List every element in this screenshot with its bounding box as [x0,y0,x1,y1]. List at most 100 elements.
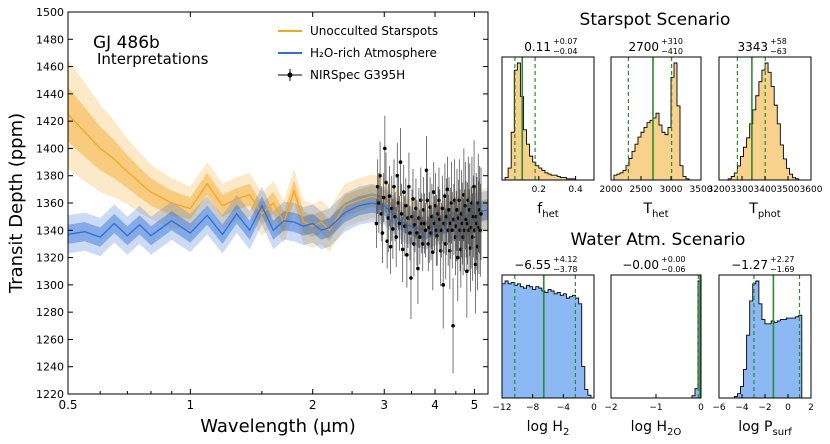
data-point [408,231,412,235]
histogram-bars [719,280,811,399]
data-point [457,198,462,203]
y-tick-label: 1300 [36,279,64,292]
histogram-bars [611,280,702,399]
y-tick-label: 1380 [36,170,64,183]
hist-x-label: log H2O [631,419,682,438]
hist-value-label: −1.27 +2.27−1.69 [731,255,794,274]
value-plus: +310 [661,37,683,46]
hist-x-tick-label: 3500 [690,185,713,195]
data-point [401,190,406,194]
legend-marker [287,72,293,78]
data-point [479,212,483,216]
y-tick-label: 1320 [36,252,64,265]
x-tick-label: 2 [309,398,317,412]
data-point [431,190,436,194]
data-point [445,187,450,192]
data-point [374,221,379,226]
histogram-bars [501,280,594,399]
chart-title: GJ 486b [93,33,160,53]
data-point [423,228,428,233]
hist-x-tick-label: −8 [526,403,540,413]
value-minus: −0.06 [661,265,686,274]
hist-value-label: 0.11 +0.07−0.04 [524,37,577,56]
hist-value-label: 3343 +58−63 [737,37,786,56]
hist-value-label: −6.55 +4.12−3.78 [514,255,577,274]
hist-x-tick-label: −12 [493,403,512,413]
confidence-band-1sigma [68,193,488,247]
data-point [464,217,468,222]
confidence-band-2sigma [68,183,488,257]
data-point [400,247,405,252]
panel-frame [610,56,702,181]
data-point [472,184,476,189]
data-point [383,146,387,151]
legend-label-data: NIRSpec G395H [310,68,405,82]
value-main: −0.00 [622,258,659,272]
x-tick-label: 5 [471,398,479,412]
y-tick-label: 1360 [36,197,64,210]
histogram-panel: −6 −4 −2 0 2 log Psurf −1.27 +2.27−1.69 [712,255,814,438]
hist-x-tick-label: 0 [698,403,704,413]
data-point [399,212,404,216]
value-plus: +58 [770,37,787,46]
y-tick-label: 1260 [36,333,64,346]
hist-x-tick-label: −2 [758,403,771,413]
hist-x-label: Tphot [748,201,781,220]
hist-x-label: log Psurf [738,419,792,438]
hist-x-label: log H2 [527,419,570,438]
hist-x-tick-label: 3000 [660,185,683,195]
hist-x-label: fhet [537,201,559,220]
data-point [407,184,411,189]
value-minus: −0.04 [553,47,578,56]
plot-area [68,59,488,374]
data-point [384,180,388,185]
value-minus: −410 [661,47,683,56]
value-minus: −1.69 [770,265,795,274]
hist-x-tick-label: −6 [712,403,726,413]
data-point [411,197,415,201]
hist-x-tick-label: −2 [604,403,617,413]
hist-x-tick-label: 0 [591,403,597,413]
data-point [478,228,483,233]
hist-x-tick-label: 3500 [777,185,800,195]
data-point [465,269,469,274]
data-point [438,248,443,253]
data-point [470,235,475,239]
data-point [405,253,409,257]
hist-x-tick-label: −4 [557,403,571,413]
value-minus: −3.78 [553,265,578,274]
data-point [420,242,425,246]
value-main: −1.27 [731,258,768,272]
data-point [443,242,448,246]
data-point [392,184,396,189]
value-main: −6.55 [514,258,551,272]
hist-x-tick-label: 3200 [708,185,731,195]
value-plus: +0.07 [553,37,578,46]
data-point [463,203,468,208]
value-main: 3343 [737,40,768,54]
y-tick-label: 1480 [36,33,64,46]
data-point [378,173,382,178]
y-axis-label: Transit Depth (ppm) [6,113,27,294]
y-tick-label: 1280 [36,306,64,319]
hist-value-label: 2700 +310−410 [628,37,683,56]
histogram-bars [502,62,594,181]
data-point [398,160,403,164]
hist-x-label: Thet [642,201,668,220]
y-tick-label: 1340 [36,224,64,237]
y-tick-label: 1420 [36,115,64,128]
hist-x-tick-label: −4 [735,403,749,413]
water-scenario-title: Water Atm. Scenario [571,230,746,250]
data-point [391,227,395,231]
data-point [439,228,444,233]
data-point [394,235,398,239]
data-point [397,221,402,226]
histogram-panel: 0.2 0.4 fhet 0.11 +0.07−0.04 [501,37,595,220]
hist-x-tick-label: 0.2 [532,185,546,195]
hist-x-tick-label: 3300 [731,185,754,195]
y-tick-label: 1220 [36,388,64,401]
x-tick-label: 4 [431,398,439,412]
value-main: 2700 [628,40,659,54]
hist-x-tick-label: −1 [649,403,662,413]
starspot-scenario-title: Starspot Scenario [580,10,731,30]
